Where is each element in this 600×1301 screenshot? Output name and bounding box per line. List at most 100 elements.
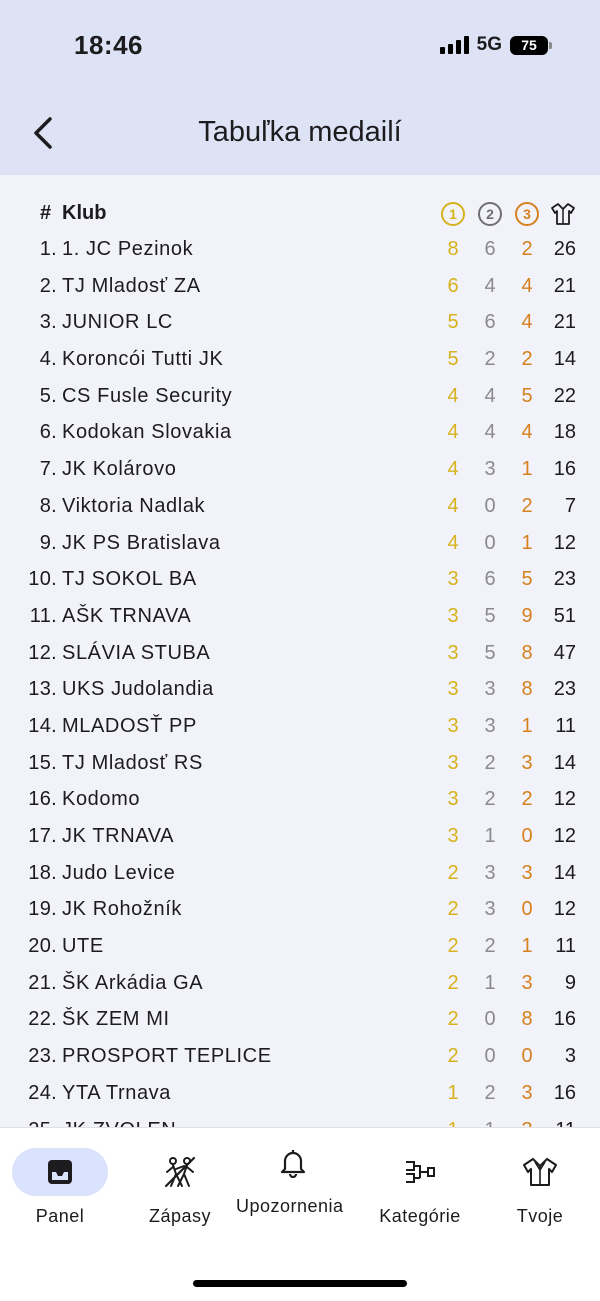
silver-count: 6 — [484, 238, 496, 260]
bronze-count: 2 — [521, 788, 533, 811]
rank-cell: 20. — [28, 935, 57, 958]
table-row[interactable]: 4. Koroncói Tutti JK 5 2 2 14 — [0, 341, 600, 378]
club-name: Viktoria Nadlak — [62, 494, 206, 517]
club-name: JK PS Bratislava — [62, 531, 221, 554]
gold-count: 2 — [447, 1045, 459, 1068]
signal-icon — [439, 36, 469, 54]
table-row[interactable]: 1. 1. JC Pezinok 8 6 2 26 — [0, 231, 600, 268]
club-name: Judo Levice — [62, 861, 176, 884]
bronze-count: 1 — [521, 935, 533, 958]
tab-zapasy[interactable]: Zápasy — [132, 1148, 228, 1227]
silver-count: 0 — [484, 531, 496, 554]
table-row[interactable]: 10. TJ SOKOL BA 3 6 5 23 — [0, 561, 600, 598]
silver-medal-icon: 2 — [478, 202, 502, 226]
total-count: 16 — [553, 1008, 576, 1031]
silver-count: 2 — [484, 788, 496, 811]
inbox-icon — [48, 1160, 72, 1184]
club-name: AŠK TRNAVA — [62, 604, 192, 627]
table-row[interactable]: 13. UKS Judolandia 3 3 8 23 — [0, 671, 600, 708]
gold-count: 1 — [438, 1119, 468, 1128]
gold-count: 3 — [447, 714, 459, 737]
gold-count: 2 — [447, 1008, 459, 1031]
table-row[interactable]: 17. JK TRNAVA 3 1 0 12 — [0, 818, 600, 855]
club-name: YTA Trnava — [62, 1081, 172, 1104]
total-count: 21 — [553, 311, 576, 334]
table-row[interactable]: 12. SLÁVIA STUBA 3 5 8 47 — [0, 635, 600, 672]
tab-panel[interactable]: Panel — [12, 1148, 108, 1227]
club-name: Kodokan Slovakia — [62, 421, 232, 444]
table-row[interactable]: 3. JUNIOR LC 5 6 4 21 — [0, 304, 600, 341]
silver-count: 2 — [484, 1081, 496, 1104]
club-header: Klub — [62, 202, 107, 224]
silver-count: 3 — [484, 458, 496, 481]
status-indicators: 5G 75 — [439, 34, 552, 56]
table-row[interactable]: 25.JK ZVOLEN11311 — [0, 1112, 600, 1128]
table-row[interactable]: 16. Kodomo 3 2 2 12 — [0, 781, 600, 818]
bronze-count: 3 — [512, 1119, 542, 1128]
rank-cell: 2. — [39, 274, 57, 297]
bronze-count: 4 — [521, 421, 533, 444]
tab-upozornenia-icon-wrap — [236, 1148, 350, 1178]
table-row[interactable]: 15. TJ Mladosť RS 3 2 3 14 — [0, 745, 600, 782]
table-row[interactable]: 24. YTA Trnava 1 2 3 16 — [0, 1075, 600, 1112]
bronze-count: 8 — [521, 1008, 533, 1031]
table-row[interactable]: 18. Judo Levice 2 3 3 14 — [0, 855, 600, 892]
table-row[interactable]: 23. PROSPORT TEPLICE 2 0 0 3 — [0, 1038, 600, 1075]
total-count: 16 — [553, 1081, 576, 1104]
club-name: SLÁVIA STUBA — [62, 641, 211, 664]
page-title: Tabuľka medailí — [198, 116, 402, 148]
table-row[interactable]: 19. JK Rohožník 2 3 0 12 — [0, 891, 600, 928]
bronze-count: 4 — [521, 274, 533, 297]
gold-count: 3 — [447, 825, 459, 847]
table-header: # Klub 1 2 3 — [0, 194, 600, 231]
tab-panel-icon-wrap — [12, 1148, 108, 1196]
tab-kategorie-label: Kategórie — [379, 1206, 461, 1226]
rank-cell: 9. — [39, 531, 57, 554]
rank-cell: 8. — [39, 494, 57, 517]
total-count: 11 — [555, 1119, 576, 1128]
rank-cell: 3. — [39, 311, 57, 334]
gold-count: 2 — [447, 861, 459, 884]
bronze-count: 3 — [521, 751, 533, 774]
table-row[interactable]: 9. JK PS Bratislava 4 0 1 12 — [0, 525, 600, 562]
table-row[interactable]: 8. Viktoria Nadlak 4 0 2 7 — [0, 488, 600, 525]
total-count: 9 — [564, 971, 576, 994]
rank-cell: 25. — [28, 1119, 57, 1128]
total-count: 26 — [553, 238, 576, 260]
gold-count: 4 — [447, 421, 459, 444]
gold-count: 2 — [447, 971, 459, 994]
bell-icon — [280, 1150, 306, 1178]
table-row[interactable]: 6. Kodokan Slovakia 4 4 4 18 — [0, 414, 600, 451]
table-row[interactable]: 11. AŠK TRNAVA 3 5 9 51 — [0, 598, 600, 635]
tab-upozornenia-label: Upozornenia — [236, 1196, 344, 1216]
bronze-count: 8 — [521, 678, 533, 701]
judogi-icon — [523, 1158, 557, 1186]
silver-count: 6 — [484, 568, 496, 591]
total-count: 12 — [553, 788, 576, 811]
silver-count: 3 — [484, 898, 496, 921]
tab-tvoje[interactable]: Tvoje — [492, 1148, 588, 1227]
table-row[interactable]: 7. JK Kolárovo 4 3 1 16 — [0, 451, 600, 488]
back-arrow-icon[interactable] — [30, 113, 60, 153]
table-body: 1. 1. JC Pezinok 8 6 2 26 2. TJ Mladosť ZA 6 4 4 21… — [0, 231, 600, 1127]
table-row[interactable]: 22. ŠK ZEM MI 2 0 8 16 — [0, 1001, 600, 1038]
home-indicator — [193, 1280, 407, 1287]
total-count: 7 — [564, 494, 576, 517]
table-row[interactable]: 5. CS Fusle Security 4 4 5 22 — [0, 378, 600, 415]
total-count: 12 — [553, 825, 576, 847]
table-row[interactable]: 14. MLADOSŤ PP 3 3 1 11 — [0, 708, 600, 745]
tab-kategorie[interactable]: Kategórie — [372, 1148, 468, 1227]
table-row[interactable]: 2. TJ Mladosť ZA 6 4 4 21 — [0, 268, 600, 305]
silver-count: 1 — [484, 971, 496, 994]
silver-count: 4 — [484, 384, 496, 407]
silver-count: 1 — [484, 825, 496, 847]
tab-bar: Panel Zápasy Upozornenia — [0, 1127, 600, 1301]
total-count: 51 — [553, 604, 576, 627]
table-row[interactable]: 20. UTE 2 2 1 11 — [0, 928, 600, 965]
tab-upozornenia[interactable]: Upozornenia — [236, 1148, 350, 1217]
rank-cell: 1. — [39, 238, 57, 260]
bronze-count: 5 — [521, 568, 533, 591]
bronze-count: 3 — [521, 861, 533, 884]
silver-count: 5 — [484, 641, 496, 664]
table-row[interactable]: 21. ŠK Arkádia GA 2 1 3 9 — [0, 965, 600, 1002]
